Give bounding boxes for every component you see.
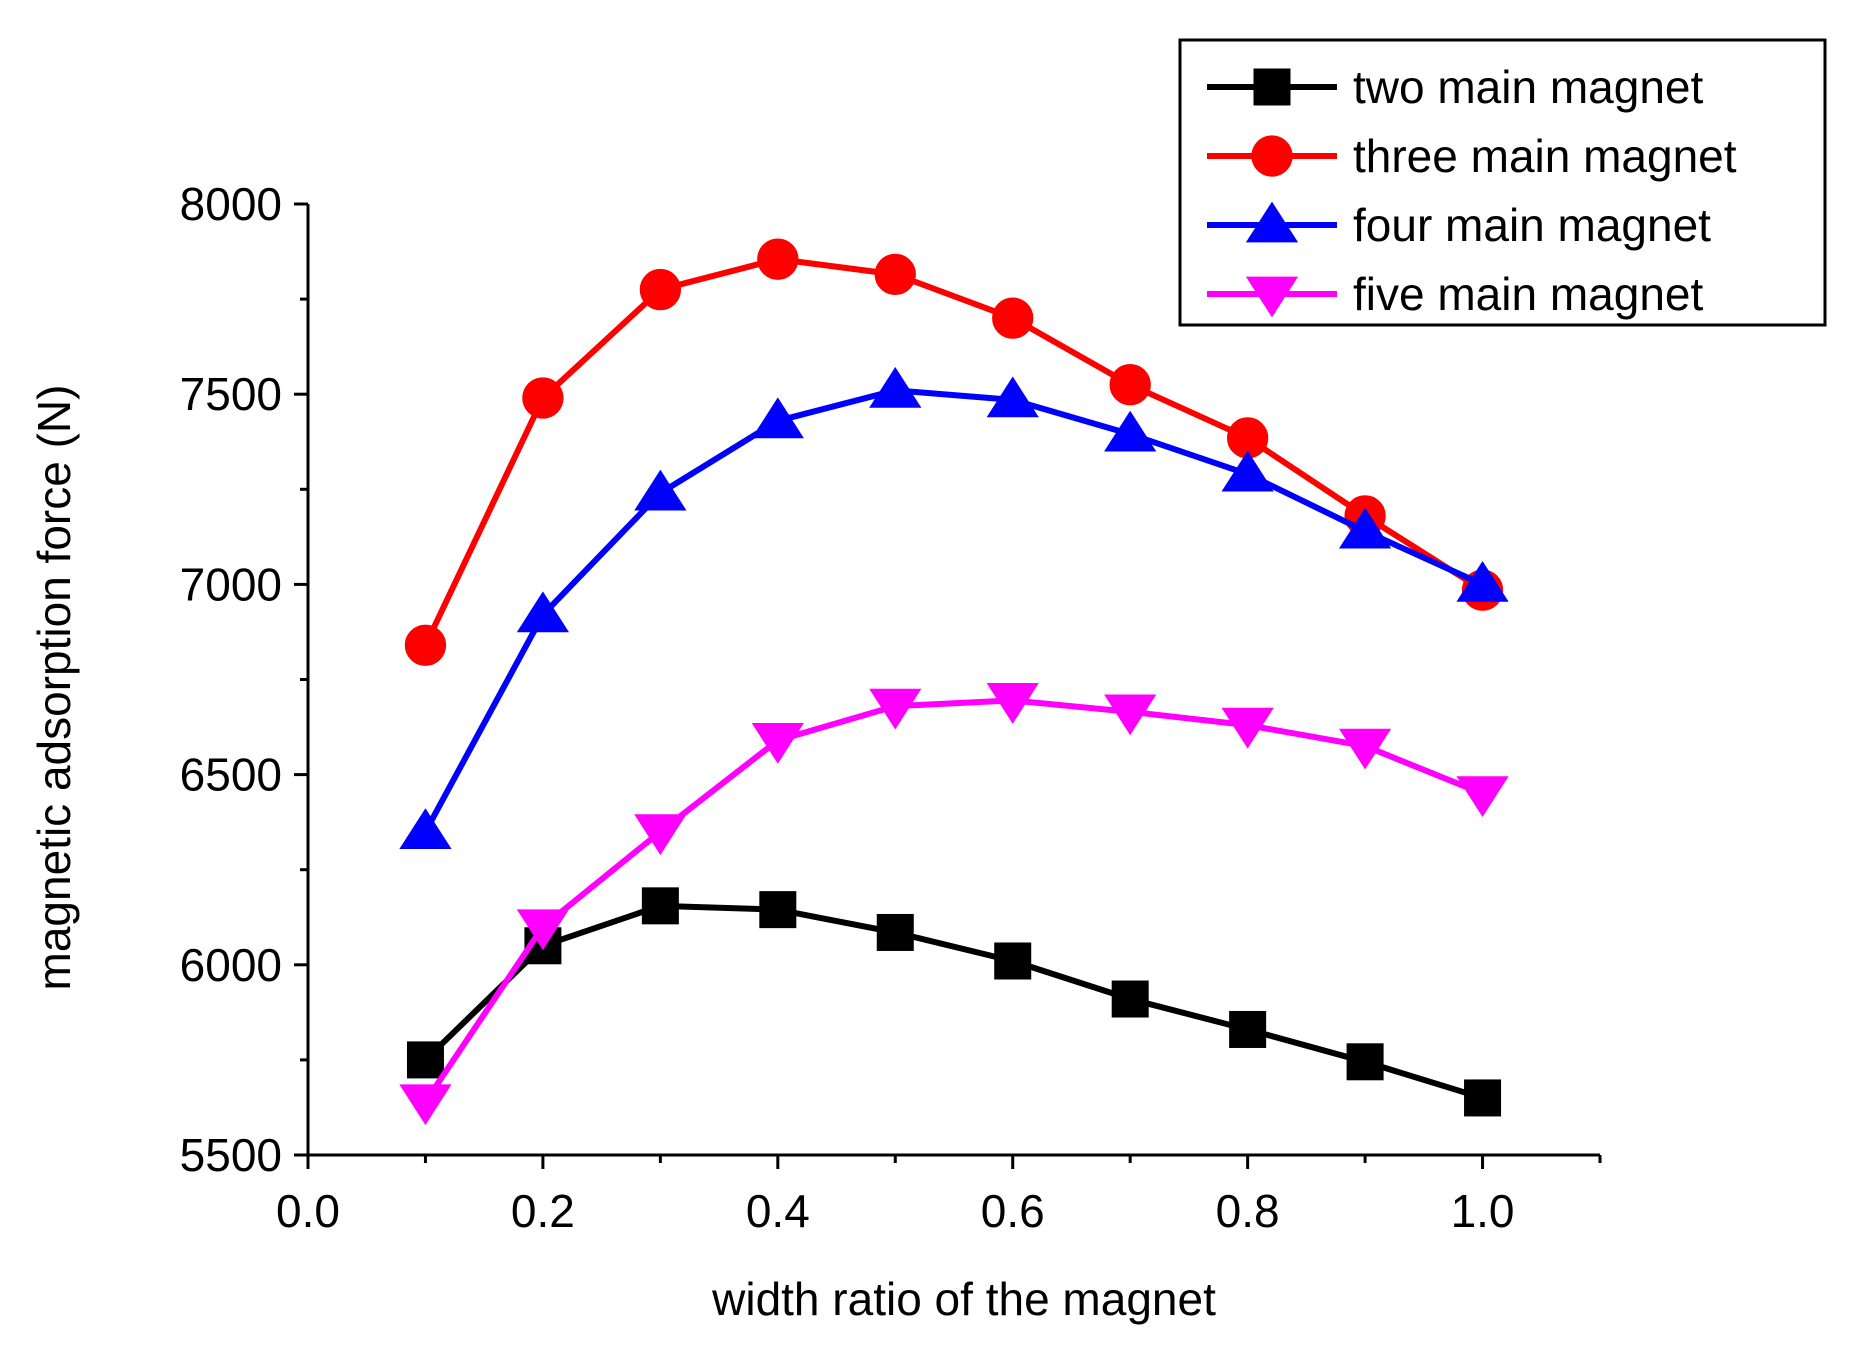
data-point: [986, 683, 1039, 724]
data-point: [1464, 1079, 1502, 1117]
data-point: [759, 891, 797, 929]
legend-label: two main magnet: [1353, 61, 1703, 113]
legend-label: five main magnet: [1353, 268, 1703, 320]
data-point: [869, 366, 922, 408]
data-point: [1221, 450, 1274, 492]
series-3: [399, 366, 1509, 850]
data-point: [876, 913, 914, 951]
data-point: [1104, 410, 1157, 452]
data-point: [1338, 728, 1392, 770]
data-point: [516, 909, 570, 951]
x-tick-label: 1.0: [1451, 1185, 1515, 1237]
series-line: [422, 387, 1484, 834]
legend-marker: [1245, 201, 1299, 243]
data-point: [399, 808, 452, 850]
legend: two main magnet three main magnet four mai…: [1178, 38, 1827, 327]
data-point: [1111, 980, 1149, 1018]
data-point: [522, 377, 564, 419]
series-line: [422, 697, 1484, 1104]
legend-label: four main magnet: [1353, 199, 1711, 251]
data-point: [751, 722, 804, 764]
series-layer: [399, 238, 1509, 1126]
y-tick-label: 8000: [180, 178, 282, 230]
data-point: [406, 1041, 444, 1079]
x-tick-label: 0.6: [981, 1185, 1045, 1237]
axes: [306, 204, 1600, 1157]
data-point: [1104, 694, 1157, 736]
legend-item: four main magnet: [1207, 199, 1711, 251]
x-tick-label: 0.4: [746, 1185, 810, 1237]
legend-label: three main magnet: [1353, 130, 1737, 182]
data-point: [634, 469, 687, 511]
y-tick-label: 5500: [180, 1129, 282, 1181]
data-point: [639, 268, 682, 311]
y-tick-label: 6000: [180, 939, 282, 991]
legend-item: five main magnet: [1207, 268, 1703, 320]
x-tick-label: 0.0: [276, 1185, 340, 1237]
data-point: [992, 297, 1034, 339]
legend-item: three main magnet: [1207, 130, 1737, 182]
series-1: [406, 887, 1502, 1117]
legend-marker: [1251, 135, 1293, 177]
legend-item: two main magnet: [1207, 61, 1703, 113]
data-point: [404, 624, 447, 666]
legend-marker: [1245, 276, 1299, 318]
data-point: [399, 1084, 452, 1126]
y-ticks: 5500 6000 6500 7000 7500 8000: [180, 178, 308, 1181]
x-tick-label: 0.2: [511, 1185, 575, 1237]
data-point: [1456, 560, 1509, 602]
data-point: [1346, 1043, 1384, 1081]
y-tick-label: 7500: [180, 368, 282, 420]
series-2: [404, 238, 1504, 666]
y-tick-label: 7000: [180, 558, 282, 610]
data-point: [751, 397, 804, 439]
data-point: [986, 376, 1039, 418]
data-point: [1109, 364, 1151, 406]
data-point: [874, 253, 916, 296]
data-point: [516, 591, 570, 633]
data-point: [641, 887, 679, 925]
series-line: [422, 256, 1485, 647]
y-tick-label: 6500: [180, 749, 282, 801]
data-point: [1221, 707, 1274, 749]
y-axis-title: magnetic adsorption force (N): [28, 385, 80, 991]
series-line: [423, 902, 1484, 1101]
data-point: [757, 238, 799, 280]
data-point: [1229, 1010, 1267, 1048]
x-ticks: 0.0 0.2 0.4 0.6 0.8 1.0: [276, 1155, 1602, 1237]
legend-marker: [1253, 68, 1291, 106]
data-point: [869, 688, 922, 730]
x-tick-label: 0.8: [1216, 1185, 1280, 1237]
series-4: [399, 683, 1509, 1126]
data-point: [634, 814, 687, 856]
data-point: [994, 942, 1032, 980]
data-point: [1456, 776, 1509, 818]
data-point: [1338, 507, 1392, 549]
x-axis-title: width ratio of the magnet: [711, 1273, 1216, 1325]
